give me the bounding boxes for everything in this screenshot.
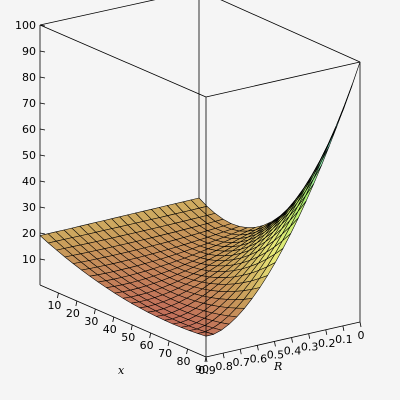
z-tick-label: 40	[22, 175, 36, 188]
z-tick-mark	[39, 24, 46, 27]
r-tick-label: 0.1	[335, 333, 353, 346]
box-edge-front-6	[205, 61, 361, 98]
z-tick-mark	[39, 206, 46, 209]
z-tick-mark	[39, 180, 46, 183]
r-tick-label: 0.7	[232, 356, 250, 369]
x-tick-mark	[130, 324, 133, 331]
axes: 1020304050607080901001020304050607080900…	[15, 19, 365, 377]
r-tick-mark	[308, 333, 311, 339]
x-tick-mark	[167, 340, 170, 347]
x-tick-label: 30	[84, 315, 98, 328]
r-tick-mark	[222, 353, 225, 359]
x-tick-mark	[93, 308, 96, 315]
z-tick-label: 70	[22, 97, 36, 110]
z-tick-mark	[39, 76, 46, 79]
r-tick-mark	[291, 337, 293, 343]
x-tick-label: 10	[47, 299, 61, 312]
r-tick-label: 0.8	[215, 360, 233, 373]
r-tick-label: 0.3	[301, 341, 319, 354]
z-tick-mark	[39, 232, 46, 235]
x-tick-mark	[149, 332, 152, 339]
box-edge-front-5	[39, 24, 207, 98]
x-tick-mark	[186, 348, 188, 355]
x-tick-mark	[112, 316, 115, 323]
z-tick-mark	[39, 128, 46, 131]
x-tick-label: 60	[140, 339, 154, 352]
surface-mesh	[39, 61, 361, 337]
box-edge-back-2	[220, 0, 361, 63]
z-tick-mark	[39, 154, 46, 157]
z-tick-mark	[39, 102, 46, 105]
r-tick-label: 0.5	[267, 348, 285, 361]
z-tick-label: 10	[22, 253, 36, 266]
x-tick-label: 80	[177, 355, 191, 368]
box-edge-back-1	[39, 0, 156, 26]
r-axis-title: R	[273, 360, 282, 373]
r-tick-mark	[325, 329, 328, 335]
r-tick-mark	[342, 325, 345, 331]
r-tick-mark	[359, 321, 362, 328]
x-tick-label: 50	[121, 331, 135, 344]
z-tick-label: 20	[22, 227, 36, 240]
surface-patch	[312, 143, 330, 177]
x-tick-label: 90	[195, 363, 209, 376]
surface-patch	[313, 145, 330, 180]
x-tick-label: 70	[158, 347, 172, 360]
surface-patch	[305, 161, 322, 192]
z-tick-label: 30	[22, 201, 36, 214]
r-tick-mark	[274, 341, 276, 347]
z-tick-label: 80	[22, 71, 36, 84]
box-edge-front-1	[205, 321, 361, 358]
surface-patch	[305, 165, 322, 196]
r-tick-label: 0.9	[198, 364, 216, 377]
z-tick-label: 90	[22, 45, 36, 58]
x-axis-title: x	[118, 364, 125, 377]
r-tick-label: 0	[358, 329, 365, 342]
r-tick-mark	[256, 345, 259, 351]
z-tick-label: 50	[22, 149, 36, 162]
z-tick-mark	[39, 258, 46, 261]
r-tick-label: 0.6	[250, 352, 268, 365]
r-tick-mark	[205, 356, 208, 363]
z-tick-mark	[39, 50, 46, 53]
r-tick-mark	[239, 349, 242, 355]
box-edge-front-0	[39, 284, 207, 358]
x-tick-label: 40	[103, 323, 117, 336]
x-tick-label: 20	[66, 307, 80, 320]
z-tick-label: 60	[22, 123, 36, 136]
z-tick-label: 100	[15, 19, 36, 32]
surface-patch	[320, 126, 338, 163]
x-tick-mark	[75, 300, 78, 307]
r-tick-label: 0.4	[284, 345, 302, 358]
r-tick-label: 0.2	[318, 337, 336, 350]
x-tick-mark	[57, 292, 59, 299]
